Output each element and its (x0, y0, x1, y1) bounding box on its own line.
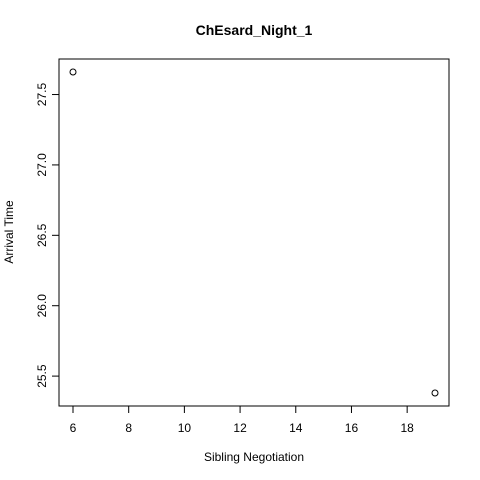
y-tick-label: 26.5 (35, 223, 49, 247)
x-axis: 6 8 10 12 14 16 18 (70, 405, 414, 435)
data-point (431, 389, 439, 397)
y-tick-label: 26.0 (35, 294, 49, 318)
x-tick-label: 8 (125, 421, 132, 435)
data-points (69, 68, 439, 397)
x-tick-label: 14 (289, 421, 303, 435)
data-point (69, 68, 77, 76)
y-tick-label: 27.0 (35, 153, 49, 177)
y-axis-label: Arrival Time (2, 200, 16, 264)
y-axis: 25.5 26.0 26.5 27.0 27.5 (35, 83, 60, 388)
x-tick-label: 10 (178, 421, 192, 435)
y-tick-label: 25.5 (35, 364, 49, 388)
y-tick-label: 27.5 (35, 83, 49, 107)
x-tick-label: 18 (400, 421, 414, 435)
x-tick-label: 16 (345, 421, 359, 435)
x-tick-label: 12 (233, 421, 247, 435)
x-tick-label: 6 (70, 421, 77, 435)
chart-title: ChEsard_Night_1 (196, 22, 313, 38)
x-axis-label: Sibling Negotiation (204, 450, 304, 464)
plot-area-frame (58, 58, 450, 407)
